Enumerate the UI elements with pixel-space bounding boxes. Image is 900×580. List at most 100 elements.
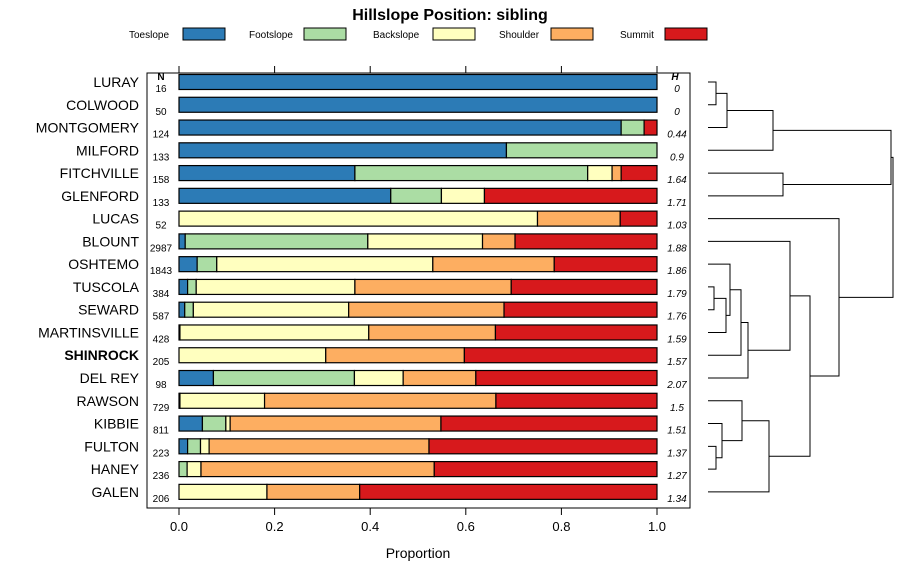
- n-value: 16: [155, 84, 167, 95]
- bar-segment-footslope: [505, 142, 658, 159]
- bar-segment-summit: [475, 369, 658, 387]
- bar-segment-shoulder: [229, 415, 442, 432]
- h-value: 0.44: [667, 130, 687, 141]
- bar-segment-toeslope: [178, 119, 622, 136]
- row-label: MONTGOMERY: [36, 120, 140, 136]
- n-value: 206: [153, 494, 170, 505]
- h-value: 1.27: [667, 471, 687, 482]
- row-seward: SEWARD 587 1.76: [78, 301, 687, 323]
- bar-segment-shoulder: [325, 347, 465, 364]
- h-value: 1.03: [667, 221, 687, 232]
- dendrogram-branch: [708, 240, 791, 351]
- bar-segment-footslope: [620, 119, 645, 136]
- row-label: KIBBIE: [94, 416, 139, 432]
- bar-segment-backslope: [225, 415, 231, 432]
- bar-segment-backslope: [353, 369, 404, 387]
- bar-segment-backslope: [178, 210, 539, 227]
- bar-segment-backslope: [179, 392, 266, 409]
- row-del-rey: DEL REY 98 2.07: [80, 369, 687, 391]
- top-axis-ticks: [178, 66, 658, 73]
- bar-segment-footslope: [184, 301, 194, 318]
- bar-segment-shoulder: [536, 210, 621, 227]
- h-value: 1.51: [667, 426, 686, 437]
- dendrogram-branch: [708, 92, 728, 129]
- bar-segment-toeslope: [178, 256, 198, 273]
- n-value: 52: [155, 221, 167, 232]
- row-label: MILFORD: [76, 142, 139, 158]
- h-value: 1.71: [667, 198, 686, 209]
- n-value: 124: [153, 130, 170, 141]
- bar-segment-shoulder: [611, 164, 622, 182]
- row-label: SEWARD: [78, 302, 139, 318]
- x-tick-label: 0.2: [266, 519, 284, 534]
- h-value: 1.76: [667, 312, 687, 323]
- bar-segment-toeslope: [178, 164, 356, 182]
- n-value: 384: [153, 289, 170, 300]
- h-value: 1.34: [667, 494, 687, 505]
- chart-title: Hillslope Position: sibling: [352, 7, 548, 24]
- row-label: DEL REY: [80, 370, 140, 386]
- row-galen: GALEN 206 1.34: [92, 483, 687, 505]
- legend-label-footslope: Footslope: [249, 30, 293, 41]
- plot-frame: [146, 72, 691, 509]
- row-label: LUCAS: [92, 211, 139, 227]
- bar-segment-footslope: [187, 278, 197, 296]
- n-value: 50: [155, 107, 167, 118]
- h-value: 1.79: [667, 289, 687, 300]
- legend-swatch-footslope: [303, 27, 347, 41]
- bar-segment-summit: [359, 483, 658, 500]
- bar-segment-shoulder: [266, 483, 361, 500]
- dendrogram-branch: [708, 423, 723, 459]
- bar-segment-backslope: [195, 278, 356, 296]
- bar-segment-summit: [620, 164, 658, 182]
- row-colwood: COLWOOD 50 0: [66, 96, 680, 118]
- bar-segment-shoulder: [200, 460, 435, 478]
- bar-segment-backslope: [216, 256, 434, 273]
- row-label: TUSCOLA: [73, 279, 140, 295]
- legend-swatch-toeslope: [182, 27, 226, 41]
- bar-segment-shoulder: [208, 438, 430, 455]
- bar-segment-summit: [440, 415, 658, 432]
- n-value: 428: [153, 334, 170, 345]
- x-tick-label: 0.6: [457, 519, 475, 534]
- n-value: 1843: [150, 266, 173, 277]
- row-martinsville: MARTINSVILLE 428 1.59: [38, 324, 687, 345]
- h-value: 0: [674, 107, 680, 118]
- n-value: 587: [153, 312, 170, 323]
- h-value: 0: [674, 84, 680, 95]
- dendrogram-branch: [839, 156, 894, 298]
- bar-segment-backslope: [199, 438, 210, 455]
- bar-segment-summit: [494, 324, 658, 341]
- bar-segment-footslope: [178, 460, 188, 478]
- n-value: 2987: [150, 243, 173, 254]
- h-value: 0.9: [670, 152, 684, 163]
- x-axis-label: Proportion: [386, 545, 451, 561]
- n-value: 729: [153, 403, 170, 414]
- row-kibbie: KIBBIE 811 1.51: [94, 415, 687, 437]
- bar-segment-summit: [553, 256, 658, 273]
- bar-segment-toeslope: [178, 278, 189, 296]
- dendrogram-branch: [708, 297, 727, 333]
- bar-segment-shoulder: [354, 278, 512, 296]
- dendrogram-branch: [708, 109, 774, 151]
- dendrogram-branch: [708, 289, 742, 356]
- bar-segment-summit: [643, 119, 658, 136]
- bar-segment-summit: [428, 438, 658, 455]
- row-haney: HANEY 236 1.27: [91, 460, 687, 482]
- x-axis: 0.0 0.2 0.4 0.6 0.8 1.0: [170, 508, 666, 534]
- h-value: 2.07: [666, 380, 687, 391]
- n-value: 223: [153, 448, 170, 459]
- row-glenford: GLENFORD 133 1.71: [61, 187, 687, 209]
- bar-segment-backslope: [440, 187, 486, 204]
- row-label: COLWOOD: [66, 97, 139, 113]
- dendrogram-branch: [708, 263, 731, 316]
- bar-segment-footslope: [212, 369, 356, 387]
- bar-segment-footslope: [390, 187, 443, 204]
- bar-segment-backslope: [186, 460, 202, 478]
- dendrogram-branch: [773, 129, 892, 185]
- bar-segment-footslope: [187, 438, 202, 455]
- row-label: OSHTEMO: [68, 256, 139, 272]
- h-value: 1.59: [667, 334, 687, 345]
- h-value: 1.64: [667, 175, 687, 186]
